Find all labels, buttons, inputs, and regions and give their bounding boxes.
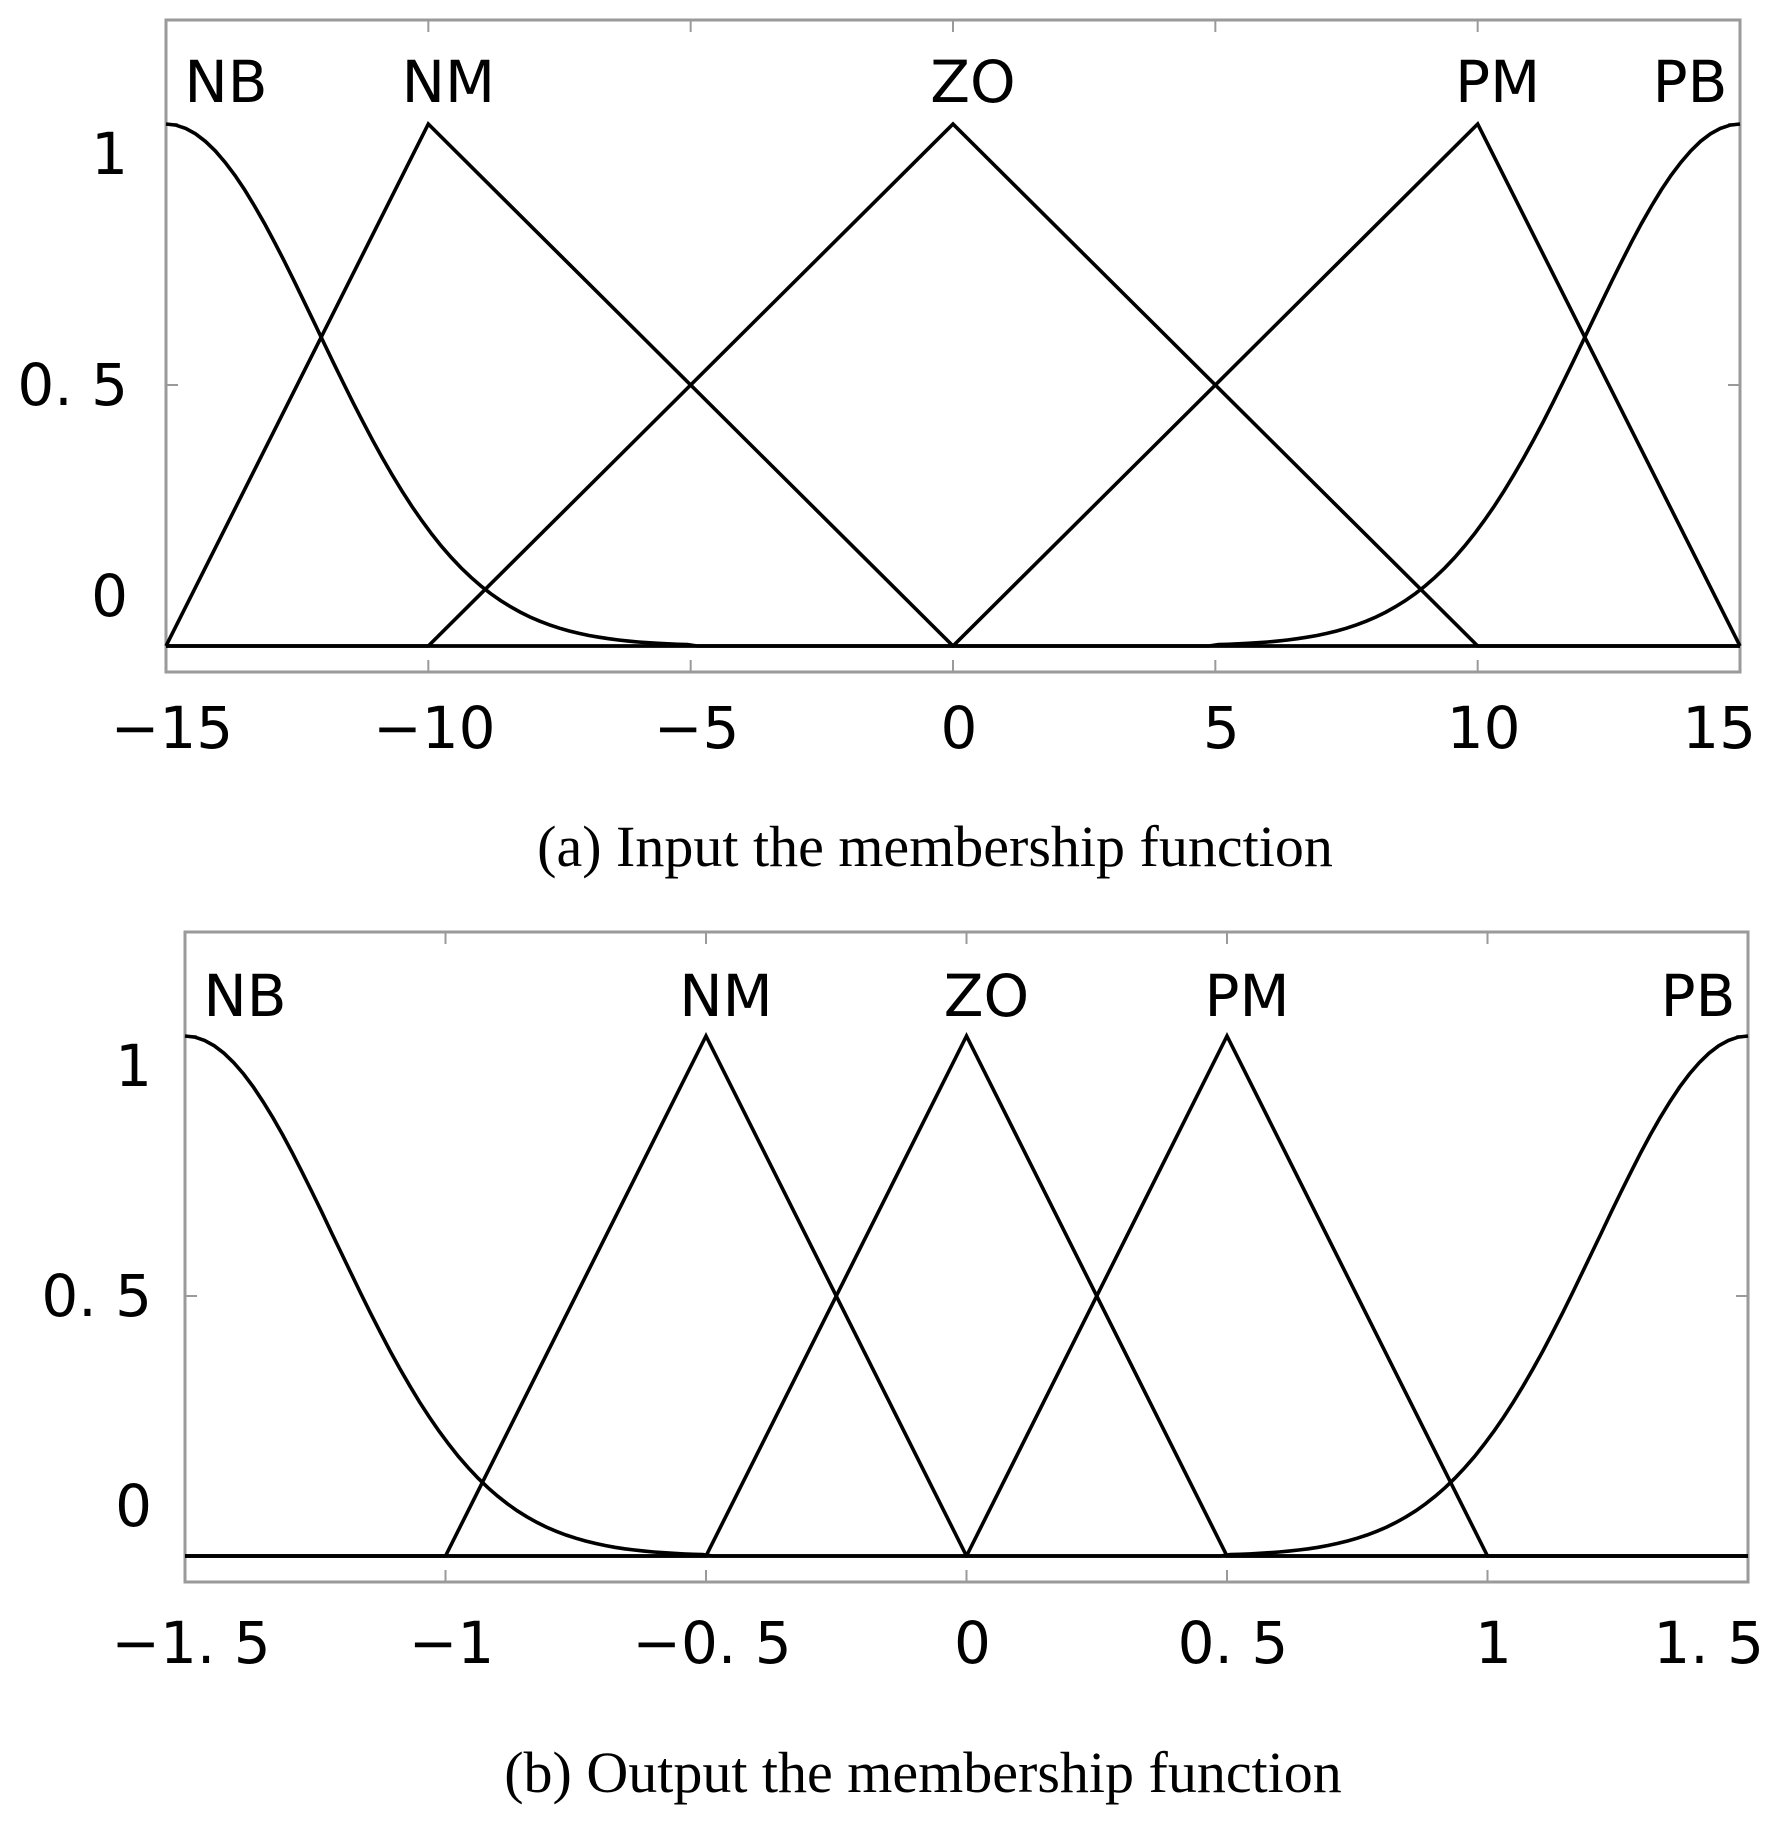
mf-curve-pm [166,120,1742,648]
x-tick-label: −0. 5 [632,1609,791,1677]
mf-label-nm: NM [679,962,772,1030]
x-tick-label: 0. 5 [1178,1609,1289,1677]
mf-curve-nb [165,122,1740,648]
mf-curve-nb [184,1034,1748,1558]
plot-frame [164,18,1742,674]
x-tick-label: 5 [1203,694,1240,762]
mf-label-nb: NB [203,962,286,1030]
y-tick-label: 0. 5 [17,351,128,419]
x-tick-label: 10 [1447,694,1521,762]
x-tick-label: −10 [373,694,495,762]
y-tick-label: 0 [91,562,128,630]
mf-label-pb: PB [1653,48,1728,116]
mf-label-zo: ZO [944,962,1029,1030]
x-tick-label: 15 [1682,694,1756,762]
output-membership-chart: −1. 5 −1 −0. 5 0 0. 5 1 1. 5 0 0. 5 1 NB NM ZO PM PB (b… [41,930,1764,1805]
mf-curve-zo [185,1031,1748,1558]
y-tick-label: 1 [91,120,128,188]
mf-label-zo: ZO [930,48,1015,116]
y-tick-label: 1 [115,1032,152,1100]
mf-label-nm: NM [402,48,495,116]
mf-label-pm: PM [1204,962,1289,1030]
mf-label-nb: NB [184,48,267,116]
figure-caption: (a) Input the membership function [537,814,1333,879]
x-tick-label: −1. 5 [111,1609,270,1677]
x-tick-label: −5 [654,694,740,762]
y-tick-label: 0 [115,1472,152,1540]
mf-curve-nm [185,1031,1748,1558]
mf-curve-pm [185,1031,1748,1558]
mf-label-pb: PB [1661,962,1736,1030]
x-tick-label: 0 [954,1609,991,1677]
mf-curve-pb [166,122,1741,648]
figure-caption: (b) Output the membership function [504,1740,1342,1805]
mf-label-pm: PM [1455,48,1540,116]
mf-curve-nm [164,120,1740,648]
x-tick-label: 0 [941,694,978,762]
x-tick-label: 1 [1475,1609,1512,1677]
x-tick-label: 1. 5 [1653,1609,1764,1677]
y-tick-label: 0. 5 [41,1262,152,1330]
x-tick-label: −15 [111,694,233,762]
mf-curve-zo [166,121,1740,648]
input-membership-chart: −15 −10 −5 0 5 10 15 0 0. 5 1 NB NM ZO PM PB (a) Input … [17,18,1756,879]
mf-curve-pb [185,1034,1749,1558]
x-tick-label: −1 [409,1609,495,1677]
